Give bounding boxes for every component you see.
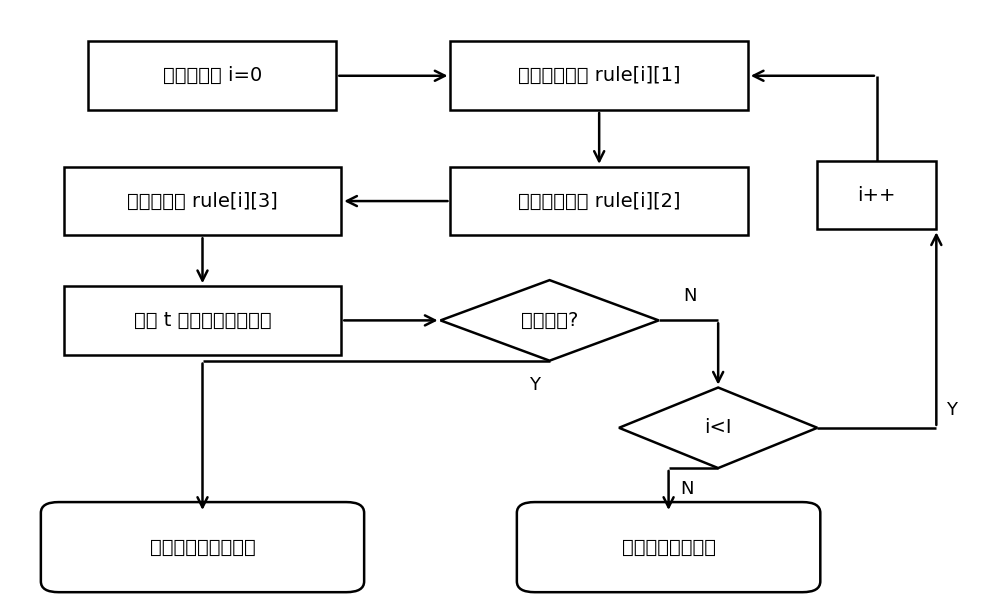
- Polygon shape: [441, 280, 659, 361]
- Text: Y: Y: [529, 376, 540, 394]
- FancyBboxPatch shape: [64, 167, 341, 235]
- Text: 水库 t 时刻状态数据耦合: 水库 t 时刻状态数据耦合: [134, 311, 271, 330]
- Text: 判别因子提取 rule[i][1]: 判别因子提取 rule[i][1]: [518, 67, 680, 85]
- FancyBboxPatch shape: [517, 502, 820, 592]
- Text: 判别条件提取 rule[i][2]: 判别条件提取 rule[i][2]: [518, 192, 680, 211]
- FancyBboxPatch shape: [88, 42, 336, 110]
- Text: 条款索引号 i=0: 条款索引号 i=0: [163, 67, 262, 85]
- Text: 是否匹配?: 是否匹配?: [521, 311, 578, 330]
- Text: N: N: [680, 480, 693, 498]
- Text: i++: i++: [858, 186, 896, 204]
- FancyBboxPatch shape: [41, 502, 364, 592]
- Text: N: N: [683, 287, 697, 306]
- FancyBboxPatch shape: [817, 161, 936, 229]
- FancyBboxPatch shape: [64, 286, 341, 355]
- FancyBboxPatch shape: [450, 42, 748, 110]
- Text: 结束，返回空条款: 结束，返回空条款: [622, 538, 716, 557]
- Text: 结束，返回当前条款: 结束，返回当前条款: [150, 538, 255, 557]
- Polygon shape: [619, 388, 817, 468]
- Text: i<I: i<I: [704, 418, 732, 437]
- Text: 判别值提取 rule[i][3]: 判别值提取 rule[i][3]: [127, 192, 278, 211]
- FancyBboxPatch shape: [450, 167, 748, 235]
- Text: Y: Y: [946, 401, 957, 419]
